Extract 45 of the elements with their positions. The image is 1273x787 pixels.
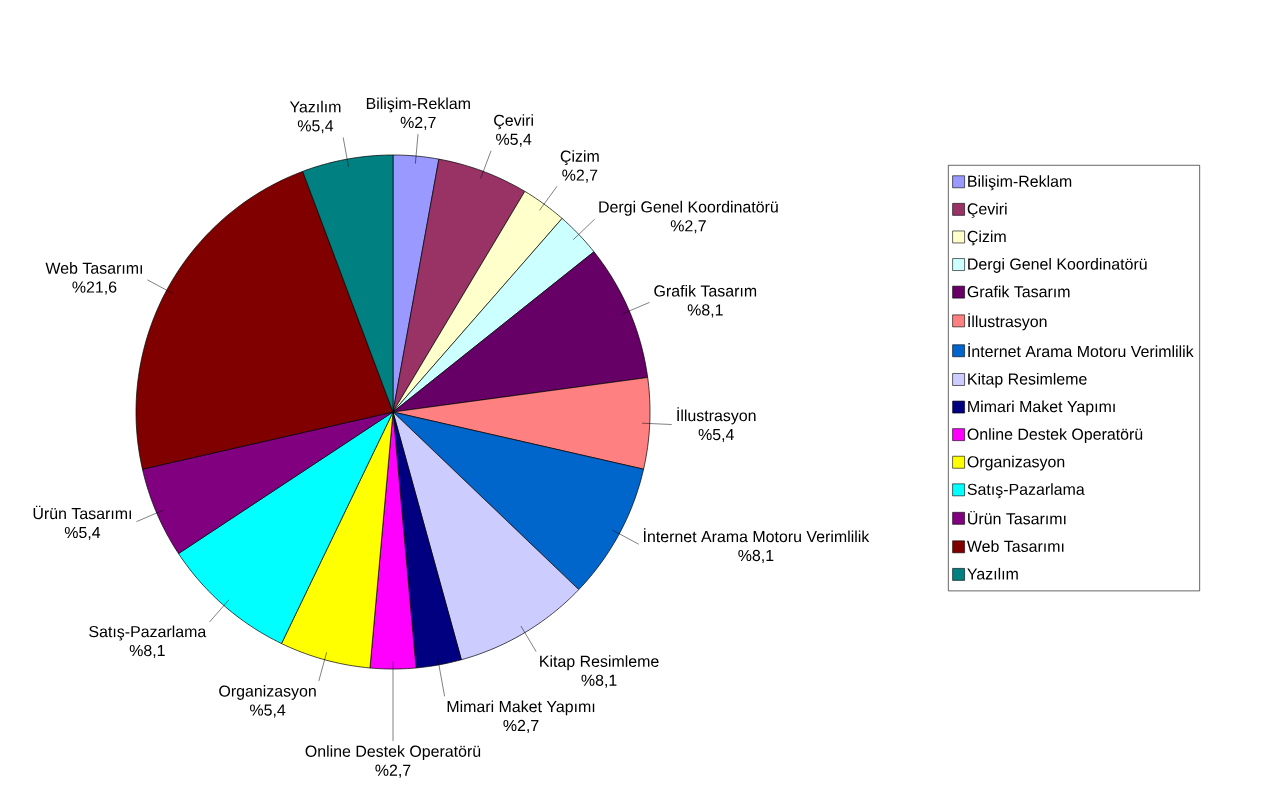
data-label: %5,4	[250, 704, 286, 718]
legend-label: Organizasyon	[967, 455, 1065, 471]
data-label: %2,7	[375, 764, 411, 778]
data-label: %5,4	[297, 120, 334, 134]
legend-label: İnternet Arama Motoru Verimlilik	[968, 343, 1194, 358]
slice-label: İllustrasyon	[677, 407, 756, 425]
data-label: %8,1	[687, 304, 723, 318]
legend-label: Mimari Maket Yapımı	[968, 400, 1115, 416]
data-label: %5,4	[496, 133, 532, 147]
legend-label: İllustrasyon	[968, 313, 1047, 331]
data-label: %8,1	[129, 644, 165, 659]
legend-label: Çizim	[967, 230, 1006, 246]
legend-label: Ürün Tasarımı	[968, 510, 1066, 525]
data-label: %21,6	[72, 281, 117, 295]
data-label: %2,7	[670, 220, 706, 234]
legend-label: Satış-Pazarlama	[967, 483, 1085, 499]
slice-label: Mimari Maket Yapımı	[447, 700, 595, 716]
legend-label: Çeviri	[967, 202, 1007, 218]
slice-label: Grafik Tasarım	[654, 284, 757, 297]
slice-label: Çeviri	[494, 114, 533, 130]
slice-label: Bilişim-Reklam	[366, 97, 470, 113]
slice-label: Satış-Pazarlama	[89, 625, 207, 641]
slice-label: Kitap Resimleme	[540, 655, 659, 671]
legend-label: Web Tasarımı	[966, 540, 1064, 552]
slice-label: Online Destek Operatörü	[305, 745, 481, 761]
data-label: %5,4	[64, 526, 101, 540]
slice-label: Çizim	[560, 150, 599, 166]
legend-label: Dergi Genel Koordinatörü	[968, 258, 1147, 273]
slice-label: İnternet Arama Motoru Verimlilik	[644, 528, 870, 543]
legend-label: Kitap Resimleme	[968, 372, 1087, 388]
legend-label: Bilişim-Reklam	[968, 175, 1072, 191]
data-label: %8,1	[738, 549, 774, 564]
data-label: %5,4	[698, 428, 734, 443]
slice-label: Web Tasarımı	[45, 262, 142, 274]
data-label: %2,7	[562, 169, 598, 183]
slice-label: Organizasyon	[219, 685, 316, 700]
data-label: %2,7	[400, 116, 436, 130]
slice-label: Ürün Tasarımı	[33, 505, 131, 520]
legend-label: Grafik Tasarım	[967, 285, 1070, 298]
slice-label: Yazılım	[289, 100, 341, 113]
data-label: %8,1	[581, 674, 617, 688]
legend-label: Yazılım	[967, 567, 1018, 580]
legend-label: Online Destek Operatörü	[967, 428, 1143, 443]
data-label: %2,7	[503, 719, 539, 734]
slice-label: Dergi Genel Koordinatörü	[599, 200, 778, 216]
